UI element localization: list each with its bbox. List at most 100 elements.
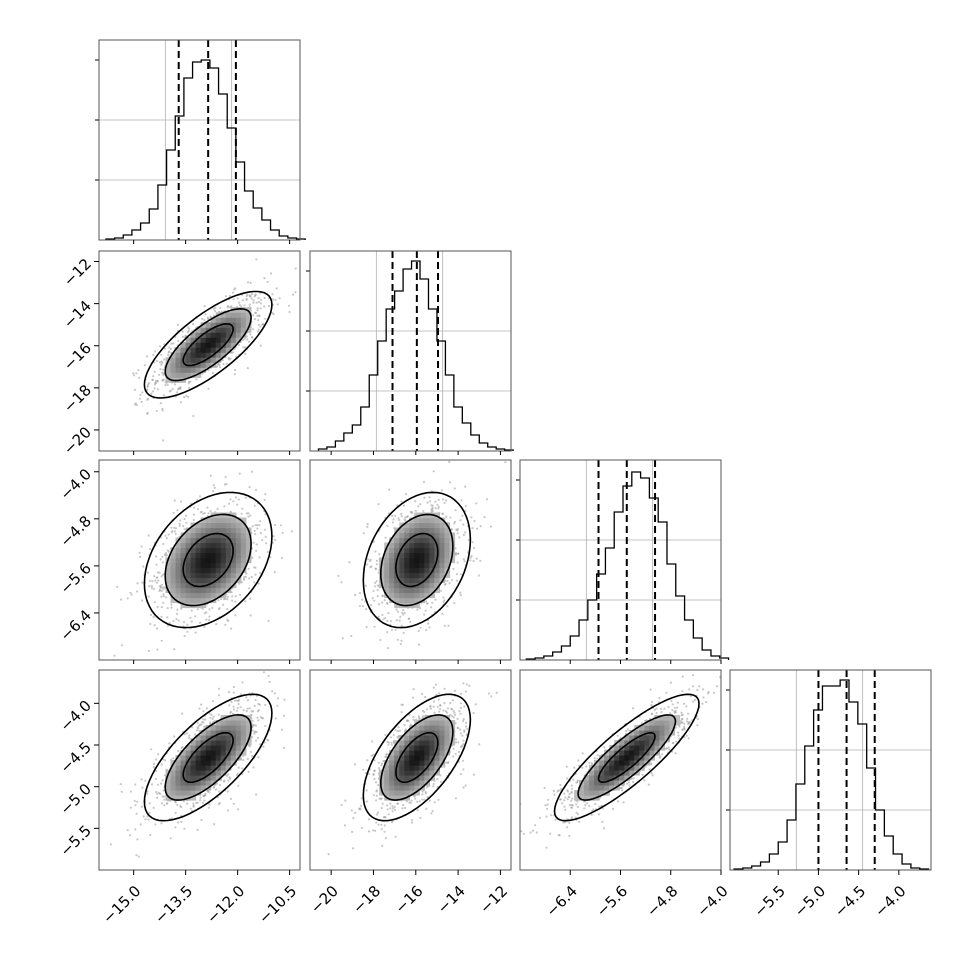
density-cell (245, 322, 252, 328)
density-cell (195, 327, 202, 333)
density-cell (215, 552, 222, 559)
scatter-point (266, 738, 269, 741)
panel-frame (98, 459, 301, 661)
density-cell (210, 552, 217, 559)
scatter-point (229, 712, 232, 715)
scatter-point (442, 596, 445, 599)
density-cell (379, 567, 385, 574)
density-cell (245, 312, 252, 318)
density-cell (215, 542, 222, 549)
scatter-point (180, 747, 183, 750)
density-cell (240, 725, 247, 731)
scatter-point (462, 682, 465, 685)
scatter-point (255, 793, 258, 796)
scatter-point (212, 307, 215, 310)
scatter-point (171, 530, 174, 533)
density-cell (399, 577, 405, 584)
scatter-point (162, 595, 165, 598)
density-cell (429, 537, 435, 544)
density-cell (230, 730, 237, 736)
scatter-point (389, 802, 392, 805)
density-cell (424, 562, 430, 569)
scatter-point (152, 587, 156, 591)
scatter-point (130, 593, 133, 596)
scatter-point (255, 301, 258, 304)
contour-level-0 (182, 323, 234, 367)
density-cell (175, 347, 182, 353)
scatter-point (159, 792, 162, 796)
scatter-point (203, 794, 206, 797)
scatter-point (381, 601, 384, 604)
density-cell (434, 587, 440, 594)
density-cell (444, 552, 451, 559)
density-cell (230, 512, 237, 519)
density-cell (394, 537, 400, 544)
density-cell (210, 542, 217, 549)
scatter-point (504, 461, 507, 464)
density-cell (389, 572, 395, 579)
scatter-point (253, 529, 256, 533)
scatter-point (209, 716, 212, 719)
density-cell (220, 760, 227, 766)
scatter-point (274, 298, 277, 302)
density-cell (434, 577, 440, 584)
y-tick-label: −12 (60, 255, 95, 290)
scatter-point (456, 717, 459, 721)
density-cell (170, 795, 177, 801)
density-cell (205, 342, 212, 348)
scatter-point (266, 550, 269, 554)
scatter-point (459, 732, 462, 735)
density-cell (185, 760, 192, 766)
scatter-point (373, 599, 376, 602)
y-tick-label: −4.8 (57, 512, 95, 550)
scatter-point (258, 314, 261, 317)
density-cell (225, 582, 232, 589)
scatter-point (263, 498, 266, 501)
scatter-point (417, 643, 421, 646)
density-cell (175, 597, 182, 604)
scatter-point (168, 742, 171, 745)
scatter-point (251, 719, 254, 722)
scatter-point (236, 808, 240, 811)
scatter-point (207, 387, 210, 390)
scatter-point (203, 799, 206, 802)
density-cell (225, 527, 232, 534)
density-cell (414, 542, 420, 549)
scatter-point (422, 510, 425, 513)
scatter-point (211, 371, 214, 375)
density-cell (190, 357, 197, 363)
density-cell (230, 522, 237, 529)
density-cell (165, 377, 172, 383)
scatter-point (192, 513, 196, 516)
scatter-point (412, 715, 415, 719)
scatter-point (369, 558, 372, 561)
density-cell (220, 745, 227, 751)
density-cell (240, 307, 247, 313)
density-cell (195, 552, 202, 559)
density-cell (200, 770, 207, 776)
scatter-point (411, 696, 415, 699)
density-cell (419, 592, 425, 599)
histogram-steps (317, 260, 514, 451)
density-cell (210, 567, 217, 574)
density-cell (409, 562, 415, 569)
scatter-point (461, 734, 464, 737)
density-cell (165, 582, 172, 589)
scatter-point (436, 778, 439, 781)
density-cell (180, 367, 187, 373)
density-cell (200, 347, 207, 353)
density-cell (394, 552, 400, 559)
scatter-point (274, 538, 277, 542)
scatter-point (155, 790, 158, 794)
density-cell (384, 577, 390, 584)
scatter-point (428, 496, 431, 499)
density-cell (230, 750, 237, 756)
density-cell (235, 740, 242, 746)
scatter-point (222, 598, 225, 601)
scatter-point (109, 843, 112, 846)
density-cell (180, 750, 187, 756)
scatter-point (425, 600, 428, 603)
scatter-point (257, 297, 260, 300)
scatter-point (256, 736, 260, 740)
